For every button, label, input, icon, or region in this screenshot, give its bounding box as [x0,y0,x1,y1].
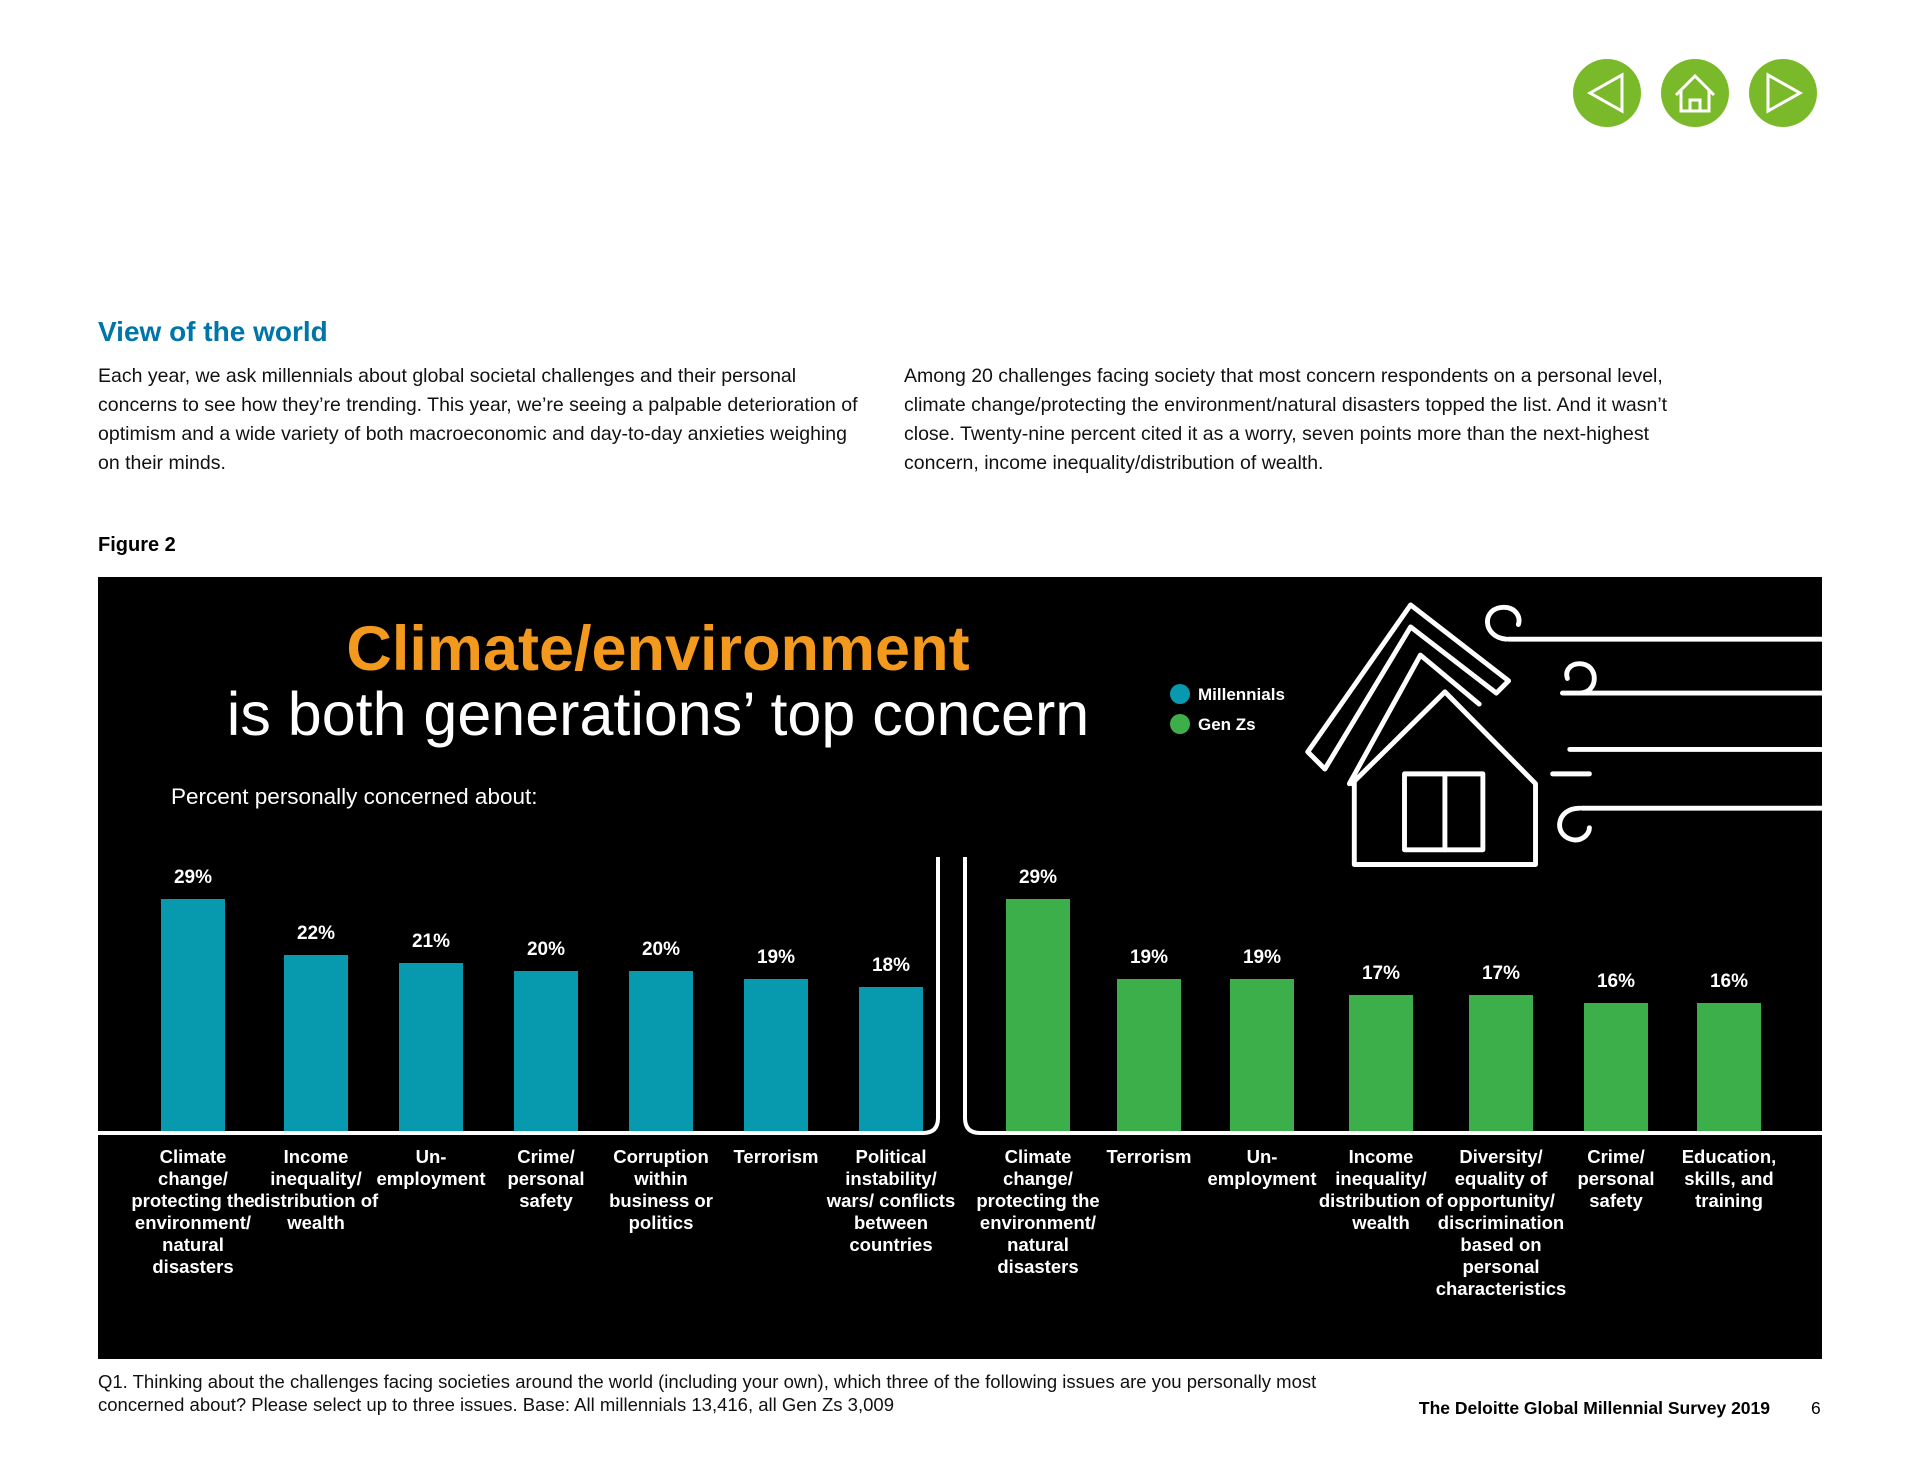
legend-marker [1170,684,1190,704]
paragraph: Each year, we ask millennials about glob… [98,365,858,474]
x-tick-label: Un- employment [1207,1146,1317,1189]
bar [1469,995,1533,1131]
bar [1349,995,1413,1131]
bar [859,987,923,1131]
bar [1006,899,1070,1131]
data-label: 19% [1243,947,1281,968]
data-label: 22% [297,923,335,944]
x-tick-label: Income inequality/ distribution of wealt… [1318,1146,1444,1233]
chart: Climate/environment is both generations’… [98,577,1825,1359]
x-tick-label: Political instability/ wars/ conflicts b… [826,1146,956,1255]
footnote: Q1. Thinking about the challenges facing… [98,1371,1317,1415]
x-tick-label: Terrorism [733,1146,819,1167]
x-tick-label: Income inequality/ distribution of wealt… [253,1146,379,1233]
x-tick-label: Crime/ personal safety [507,1146,585,1211]
x-tick-label: Corruption within business or politics [609,1146,713,1233]
bar [744,979,808,1131]
section-title: View of the world [98,316,328,347]
bar [1697,1003,1761,1131]
data-label: 19% [1130,947,1168,968]
chart-subtitle: is both generations’ top concern [227,680,1089,748]
axis-label: Percent personally concerned about: [171,784,537,809]
house-illustration [1305,602,1825,867]
divider [98,857,940,1135]
chart-title: Climate/environment [346,614,969,684]
figure-label: Figure 2 [98,534,176,556]
bar [514,971,578,1131]
data-label: 29% [174,867,212,888]
page-number: 6 [1811,1398,1821,1418]
publication: The Deloitte Global Millennial Survey 20… [1418,1398,1770,1418]
x-tick-label: Terrorism [1106,1146,1192,1167]
data-label: 17% [1362,963,1400,984]
x-tick-label: Un- employment [376,1146,486,1189]
data-label: 29% [1019,867,1057,888]
data-label: 18% [872,955,910,976]
data-label: 20% [527,939,565,960]
data-label: 20% [642,939,680,960]
x-tick-label: Crime/ personal safety [1577,1146,1655,1211]
bar [1117,979,1181,1131]
x-tick-label: Climate change/ protecting the environme… [976,1146,1100,1277]
navigation [1573,59,1817,127]
legend-marker [1170,714,1190,734]
data-label: 16% [1597,971,1635,992]
paragraph: Among 20 challenges facing society that … [904,365,1668,474]
divider [963,857,1822,1135]
x-tick-label: Climate change/ protecting the environme… [131,1146,255,1277]
bar [1230,979,1294,1131]
bar [161,899,225,1131]
bar [399,963,463,1131]
bar [629,971,693,1131]
chart-background [98,577,1822,1359]
prev-button[interactable] [1573,59,1641,127]
data-label: 17% [1482,963,1520,984]
x-tick-label: Diversity/ equality of opportunity/ disc… [1435,1146,1567,1299]
bar [284,955,348,1131]
legend-label: Gen Zs [1198,715,1256,734]
x-tick-label: Education, skills, and training [1681,1146,1777,1211]
data-label: 16% [1710,971,1748,992]
home-button[interactable] [1661,59,1729,127]
next-button[interactable] [1749,59,1817,127]
data-label: 21% [412,931,450,952]
legend-label: Millennials [1198,685,1285,704]
data-label: 19% [757,947,795,968]
bar [1584,1003,1648,1131]
